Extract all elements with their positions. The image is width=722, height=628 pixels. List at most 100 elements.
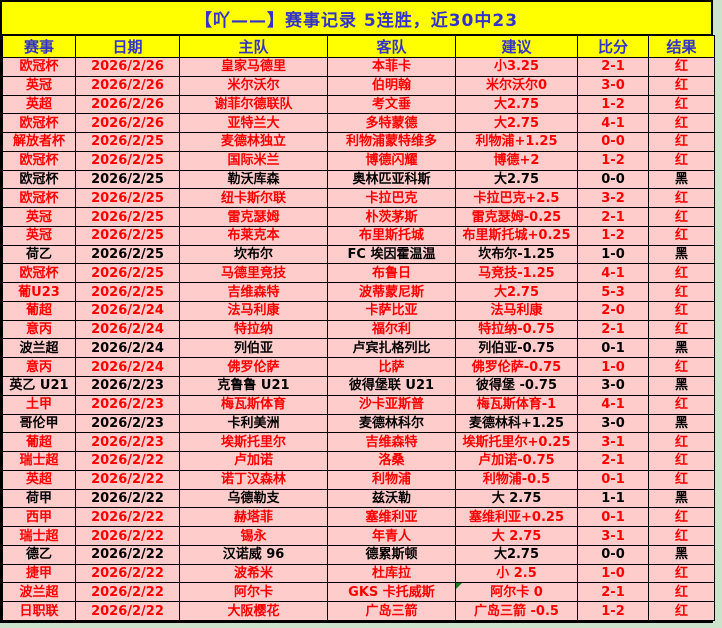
table-row: 葡超 2026/2/23 埃斯托里尔 吉维森特 埃斯托里尔+0.25 3-1 红 xyxy=(2,432,715,453)
league-cell: 荷乙 xyxy=(2,244,76,265)
tip-cell: 塞维利亚+0.25 xyxy=(455,507,578,528)
league-cell: 意丙 xyxy=(2,357,76,378)
home-team-cell: 锡永 xyxy=(179,526,328,546)
table-row: 波兰超 2026/2/22 阿尔卡 GKS 卡托威斯 阿尔卡 0 2-1 红 xyxy=(2,582,715,603)
home-team-cell: 埃斯托里尔 xyxy=(179,432,328,453)
away-team-cell: 多特蒙德 xyxy=(327,113,456,134)
date-cell: 2026/2/22 xyxy=(75,544,180,565)
result-cell: 红 xyxy=(648,526,715,546)
tip-cell: 布里斯托城+0.25 xyxy=(455,225,578,246)
score-cell: 1-0 xyxy=(577,357,649,378)
date-cell: 2026/2/25 xyxy=(75,263,180,284)
home-team-cell: 卢加诺 xyxy=(179,451,328,471)
score-cell: 2-1 xyxy=(577,451,649,471)
league-cell: 日职联 xyxy=(2,601,76,621)
date-cell: 2026/2/22 xyxy=(75,582,180,603)
date-cell: 2026/2/26 xyxy=(75,94,180,115)
tip-cell: 坎布尔-1.25 xyxy=(455,244,578,265)
league-cell: 欧冠杯 xyxy=(2,169,76,190)
page-title: 【吖——】赛事记录 5连胜，近30中23 xyxy=(2,2,711,35)
score-cell: 1-2 xyxy=(577,150,649,171)
table-row: 日职联 2026/2/22 大阪樱花 广岛三箭 广岛三箭 -0.5 1-2 红 xyxy=(2,601,715,621)
league-cell: 西甲 xyxy=(2,507,76,528)
result-cell: 黑 xyxy=(648,244,715,265)
date-cell: 2026/2/23 xyxy=(75,376,180,396)
home-team-cell: 佛罗伦萨 xyxy=(179,357,328,378)
date-cell: 2026/2/22 xyxy=(75,451,180,471)
score-cell: 2-1 xyxy=(577,207,649,227)
away-team-cell: 卡拉巴克 xyxy=(327,188,456,209)
home-team-cell: 米尔沃尔 xyxy=(179,75,328,96)
score-cell: 3-2 xyxy=(577,188,649,209)
result-cell: 红 xyxy=(648,451,715,471)
league-cell: 葡U23 xyxy=(2,282,76,302)
table-row: 葡超 2026/2/24 法马利康 卡萨比亚 法马利康 2-0 红 xyxy=(2,300,715,321)
away-team-cell: GKS 卡托威斯 xyxy=(327,582,456,603)
table-row: 英超 2026/2/26 谢菲尔德联队 考文垂 大2.75 1-2 红 xyxy=(2,94,715,115)
result-cell: 红 xyxy=(648,188,715,209)
score-cell: 0-0 xyxy=(577,169,649,190)
league-cell: 英超 xyxy=(2,94,76,115)
result-cell: 红 xyxy=(648,507,715,528)
date-cell: 2026/2/25 xyxy=(75,132,180,152)
date-cell: 2026/2/22 xyxy=(75,563,180,584)
score-cell: 4-1 xyxy=(577,394,649,415)
away-team-cell: 利物浦 xyxy=(327,469,456,490)
table-row: 葡U23 2026/2/25 吉维森特 波蒂蒙尼斯 大2.75 5-3 红 xyxy=(2,282,715,302)
result-cell: 黑 xyxy=(648,544,715,565)
score-cell: 1-0 xyxy=(577,244,649,265)
score-cell: 3-1 xyxy=(577,432,649,453)
result-cell: 红 xyxy=(648,319,715,340)
home-team-cell: 布莱克本 xyxy=(179,225,328,246)
home-team-cell: 雷克瑟姆 xyxy=(179,207,328,227)
score-cell: 0-0 xyxy=(577,132,649,152)
date-cell: 2026/2/25 xyxy=(75,282,180,302)
result-cell: 红 xyxy=(648,469,715,490)
table-row: 英冠 2026/2/25 布莱克本 布里斯托城 布里斯托城+0.25 1-2 红 xyxy=(2,225,715,246)
league-cell: 英超 xyxy=(2,469,76,490)
table-row: 荷乙 2026/2/25 坎布尔 FC 埃因霍温温 坎布尔-1.25 1-0 黑 xyxy=(2,244,715,265)
league-cell: 荷甲 xyxy=(2,488,76,509)
result-cell: 红 xyxy=(648,601,715,621)
table-row: 荷甲 2026/2/22 乌德勒支 兹沃勒大 2.75 1-1 黑 xyxy=(2,488,715,509)
away-team-cell: 沙卡亚斯普 xyxy=(327,394,456,415)
away-team-cell: 年青人 xyxy=(327,526,456,546)
table-row: 德乙 2026/2/22 汉诺威 96 德累斯顿 大2.75 0-0 黑 xyxy=(2,544,715,565)
home-team-cell: 麦德林独立 xyxy=(179,132,328,152)
home-team-cell: 诺丁汉森林 xyxy=(179,469,328,490)
league-cell: 英乙 U21 xyxy=(2,376,76,396)
score-cell: 3-0 xyxy=(577,413,649,434)
home-team-cell: 克鲁鲁 U21 xyxy=(179,376,328,396)
table-row: 欧冠杯 2026/2/25 马德里竞技 布鲁日 马竞技-1.25 4-1 红 xyxy=(2,263,715,284)
result-cell: 红 xyxy=(648,300,715,321)
date-cell: 2026/2/25 xyxy=(75,225,180,246)
date-cell: 2026/2/25 xyxy=(75,150,180,171)
result-cell: 黑 xyxy=(648,338,715,359)
score-cell: 1-2 xyxy=(577,601,649,621)
tip-cell: 利物浦-0.5 xyxy=(455,469,578,490)
column-header-tip: 建议 xyxy=(455,35,578,58)
league-cell: 哥伦甲 xyxy=(2,413,76,434)
result-cell: 红 xyxy=(648,394,715,415)
league-cell: 瑞士超 xyxy=(2,451,76,471)
table-row: 哥伦甲 2026/2/23 卡利美洲 麦德林科尔 麦德林科+1.25 3-0 黑 xyxy=(2,413,715,434)
score-cell: 3-0 xyxy=(577,75,649,96)
result-cell: 红 xyxy=(648,357,715,378)
tip-cell: 大2.75 xyxy=(455,282,578,302)
table-row: 欧冠杯 2026/2/26 亚特兰大 多特蒙德 大2.75 4-1 红 xyxy=(2,113,715,134)
date-cell: 2026/2/22 xyxy=(75,507,180,528)
score-cell: 2-1 xyxy=(577,319,649,340)
away-team-cell: 波蒂蒙尼斯 xyxy=(327,282,456,302)
result-cell: 红 xyxy=(648,132,715,152)
score-cell: 0-1 xyxy=(577,507,649,528)
score-cell: 0-1 xyxy=(577,469,649,490)
date-cell: 2026/2/24 xyxy=(75,319,180,340)
score-cell: 3-0 xyxy=(577,376,649,396)
date-cell: 2026/2/24 xyxy=(75,357,180,378)
result-cell: 黑 xyxy=(648,413,715,434)
away-team-cell: 洛桑 xyxy=(327,451,456,471)
home-team-cell: 纽卡斯尔联 xyxy=(179,188,328,209)
date-cell: 2026/2/25 xyxy=(75,188,180,209)
away-team-cell: 伯明翰 xyxy=(327,75,456,96)
